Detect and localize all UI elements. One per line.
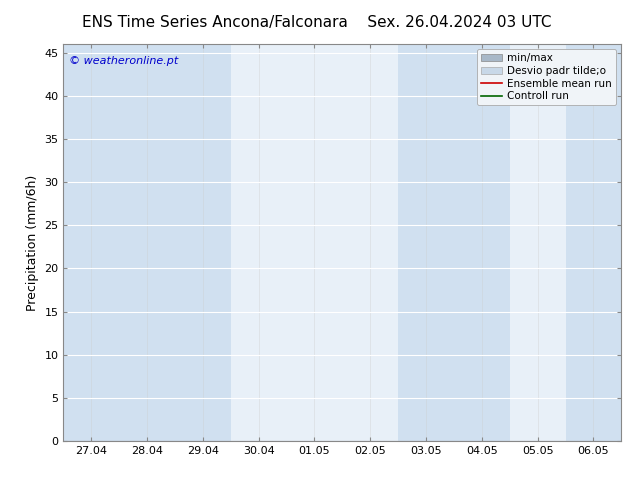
Text: © weatheronline.pt: © weatheronline.pt xyxy=(69,56,178,66)
Bar xyxy=(175,44,231,441)
Bar xyxy=(398,44,454,441)
Text: ENS Time Series Ancona/Falconara    Sex. 26.04.2024 03 UTC: ENS Time Series Ancona/Falconara Sex. 26… xyxy=(82,15,552,30)
Y-axis label: Precipitation (mm/6h): Precipitation (mm/6h) xyxy=(26,174,39,311)
Bar xyxy=(454,44,510,441)
Bar xyxy=(63,44,119,441)
Legend: min/max, Desvio padr tilde;o, Ensemble mean run, Controll run: min/max, Desvio padr tilde;o, Ensemble m… xyxy=(477,49,616,105)
Bar xyxy=(566,44,621,441)
Bar xyxy=(119,44,175,441)
